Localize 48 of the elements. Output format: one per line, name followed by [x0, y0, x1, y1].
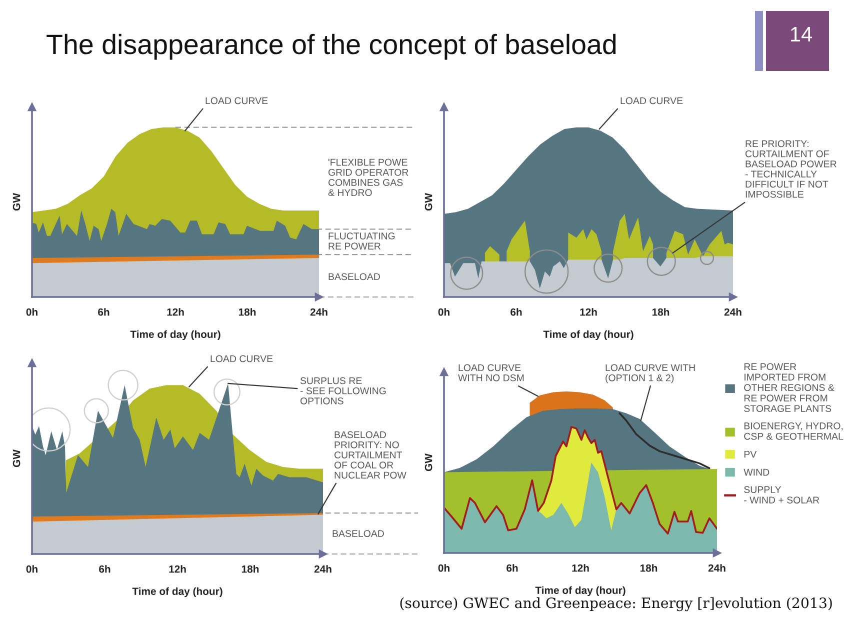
annotation: RE PRIORITY: CURTAILMENT OF BASELOAD POWER - TECHNICALLY DIFFICULT IF NOT IMPOSSIBLE: [745, 140, 836, 198]
x-tick-label: 0h: [438, 564, 450, 572]
y-axis-title: GW: [424, 454, 432, 472]
x-axis-title: Time of day (hour): [130, 330, 220, 340]
legend-label: RE POWER IMPORTED FROM OTHER REGIONS & RE POWER FROM STORAGE PLANTS: [744, 363, 834, 412]
x-tick-label: 12h: [169, 565, 186, 573]
x-tick-label: 0h: [26, 565, 38, 573]
annotation: LOAD CURVE WITH NO DSM: [458, 364, 524, 382]
x-tick-label: 0h: [26, 308, 38, 316]
x-tick-label: 6h: [99, 565, 110, 573]
annotation: SURPLUS RE - SEE FOLLOWING OPTIONS: [300, 377, 386, 404]
x-tick-label: 24h: [314, 565, 332, 573]
legend-label: WIND: [744, 468, 770, 476]
chart-title: The disappearance of the concept of baseload: [46, 34, 616, 60]
x-tick-label: 18h: [238, 308, 256, 316]
text: 14: [791, 27, 812, 42]
x-tick-label: 6h: [98, 308, 110, 316]
x-axis-title: Time of day (hour): [543, 330, 634, 340]
x-tick-label: 0h: [438, 308, 450, 316]
series-label: FLUCTUATING RE POWER: [328, 232, 395, 250]
x-tick-label: 12h: [580, 308, 597, 316]
x-tick-label: 18h: [640, 564, 658, 572]
annotation: LOAD CURVE: [620, 97, 683, 104]
series-label: BASELOAD: [328, 273, 380, 280]
text: (source) GWEC and Greenpeace: Energy [r]evolution (2013): [400, 597, 832, 612]
series-label: BASELOAD: [332, 530, 384, 537]
annotation: LOAD CURVE: [210, 355, 273, 362]
x-tick-label: 12h: [572, 564, 589, 572]
y-axis-title: GW: [12, 450, 20, 468]
annotation: LOAD CURVE: [206, 97, 268, 104]
y-axis-title: GW: [12, 193, 20, 211]
legend-label: BIOENERGY, HYDRO, CSP & GEOTHERMAL: [744, 422, 844, 440]
y-axis-title: GW: [424, 193, 432, 211]
x-tick-label: 6h: [506, 564, 518, 572]
x-tick-label: 24h: [724, 308, 742, 316]
x-tick-label: 6h: [510, 308, 522, 316]
x-tick-label: 24h: [708, 564, 726, 572]
x-axis-title: Time of day (hour): [132, 587, 222, 598]
x-tick-label: 18h: [242, 565, 259, 573]
x-tick-label: 12h: [167, 308, 184, 316]
x-tick-label: 24h: [310, 308, 328, 316]
legend-label: SUPPLY - WIND + SOLAR: [744, 486, 820, 504]
annotation: LOAD CURVE WITH (OPTION 1 & 2): [606, 364, 695, 384]
x-tick-label: 18h: [652, 308, 670, 316]
x-axis-title: Time of day (hour): [535, 586, 626, 596]
series-label: 'FLEXIBLE POWE GRID OPERATOR COMBINES GAS & HYDRO: [328, 158, 408, 196]
annotation: BASELOAD PRIORITY: NO CURTAILMENT OF COAL OR NUCLEAR POW: [334, 431, 406, 479]
legend-label: PV: [744, 450, 757, 458]
